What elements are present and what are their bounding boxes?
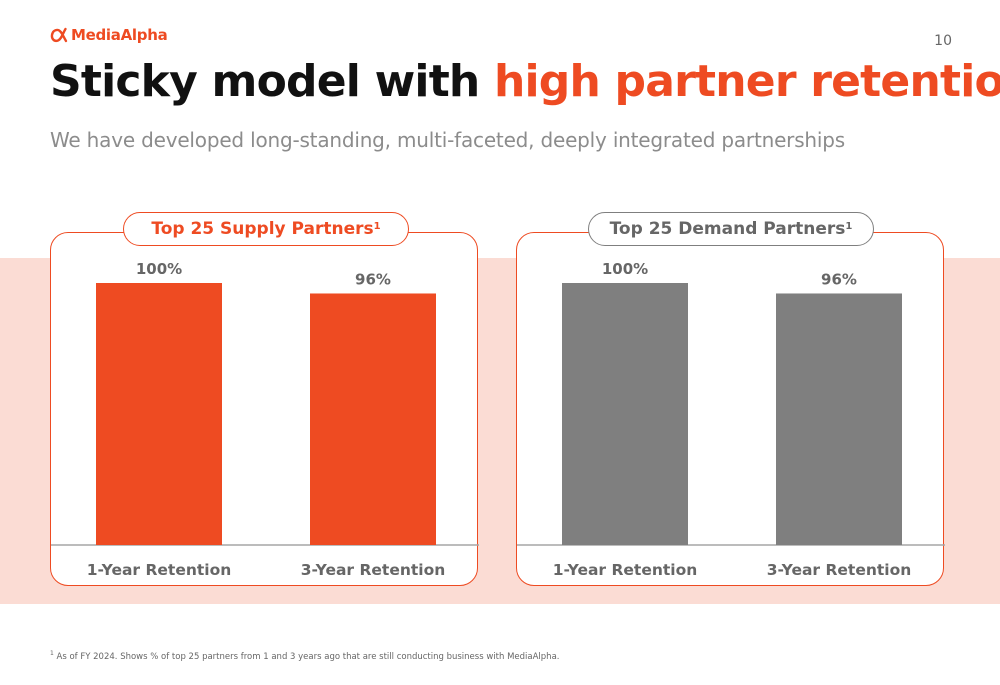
page-title: Sticky model with high partner retention xyxy=(50,56,1000,107)
logo-wordmark: MediaAlpha xyxy=(71,26,168,44)
supply-chart-title-text: Top 25 Supply Partners xyxy=(151,219,374,239)
footnote-marker: 1 xyxy=(50,650,54,657)
supply-data-label-1: 100% xyxy=(136,260,182,278)
supply-bar-2 xyxy=(310,293,436,545)
title-main: Sticky model with xyxy=(50,56,494,107)
supply-chart-panel: 100% 1-Year Retention 96% 3-Year Retention xyxy=(50,232,479,586)
demand-bar-1 xyxy=(562,283,688,545)
footnote: 1 As of FY 2024. Shows % of top 25 partn… xyxy=(50,650,559,662)
title-accent: high partner retention xyxy=(493,56,1000,107)
demand-chart-title: Top 25 Demand Partners 1 xyxy=(588,212,874,246)
demand-category-label-1: 1-Year Retention xyxy=(553,561,698,579)
demand-data-label-1: 100% xyxy=(602,260,648,278)
supply-category-label-1: 1-Year Retention xyxy=(87,561,232,579)
footnote-text: As of FY 2024. Shows % of top 25 partner… xyxy=(53,651,560,662)
demand-chart: 100% 1-Year Retention 96% 3-Year Retention xyxy=(517,260,945,579)
alpha-logo-icon xyxy=(50,27,68,43)
page-subtitle: We have developed long-standing, multi-f… xyxy=(50,128,845,152)
supply-chart: 100% 1-Year Retention 96% 3-Year Retention xyxy=(51,260,479,579)
supply-chart-title: Top 25 Supply Partners 1 xyxy=(123,212,409,246)
supply-title-footnote-marker: 1 xyxy=(373,220,381,232)
demand-title-footnote-marker: 1 xyxy=(845,220,853,232)
supply-data-label-2: 96% xyxy=(355,270,391,288)
demand-chart-title-text: Top 25 Demand Partners xyxy=(609,219,846,239)
page-number: 10 xyxy=(934,33,952,49)
demand-category-label-2: 3-Year Retention xyxy=(767,561,912,579)
demand-data-label-2: 96% xyxy=(821,270,857,288)
logo: MediaAlpha xyxy=(50,26,168,44)
demand-bar-2 xyxy=(776,293,902,545)
supply-category-label-2: 3-Year Retention xyxy=(301,561,446,579)
demand-chart-panel: 100% 1-Year Retention 96% 3-Year Retention xyxy=(516,232,945,586)
supply-bar-1 xyxy=(96,283,222,545)
